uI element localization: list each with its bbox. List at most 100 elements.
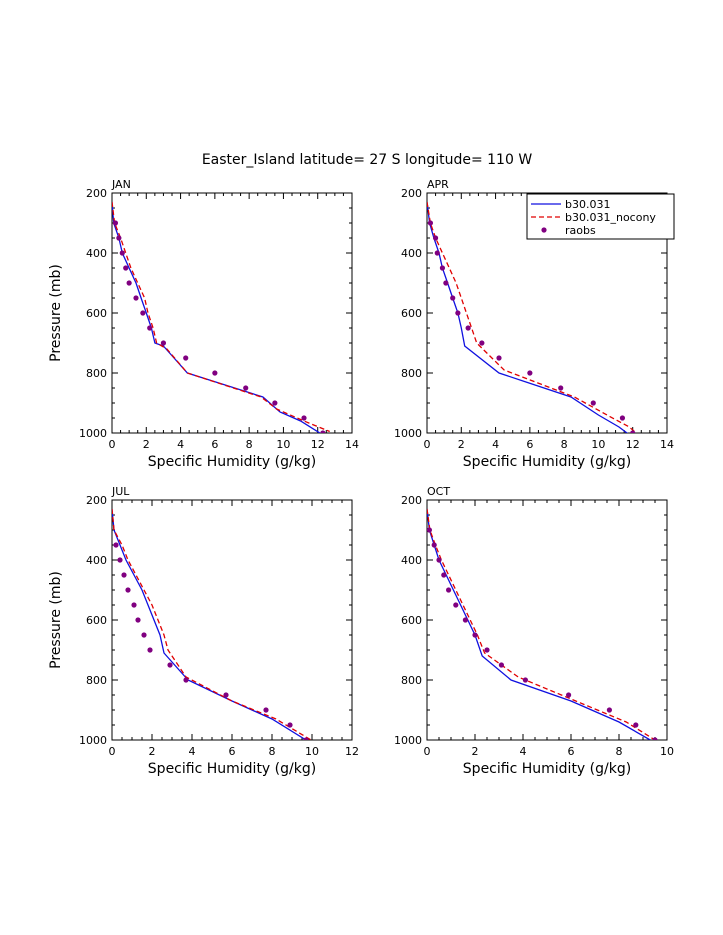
raobs-point (126, 280, 132, 286)
series-group (112, 508, 313, 740)
raobs-point (496, 355, 502, 361)
y-tick-label: 800 (86, 674, 107, 687)
panel-apr: APR 0 2 4 6 8 10 12 14 200 400 600 800 1000 Specific H… (394, 178, 674, 470)
y-tick-label: 400 (401, 554, 422, 567)
x-tick-label: 8 (616, 745, 623, 758)
x-axis-label: Specific Humidity (g/kg) (463, 761, 631, 777)
raobs-point (112, 220, 119, 226)
raobs-point (272, 400, 278, 406)
raobs-point (652, 737, 658, 740)
y-tick-label: 800 (401, 367, 422, 380)
legend-entry: raobs (565, 224, 596, 237)
raobs-point (117, 557, 123, 563)
raobs-point (633, 722, 639, 728)
y-tick-label: 600 (401, 307, 422, 320)
raobs-point (446, 587, 452, 593)
figure-title: Easter_Island latitude= 27 S longitude= … (202, 152, 532, 168)
y-tick-label: 800 (401, 674, 422, 687)
raobs-point (287, 722, 293, 728)
x-tick-label: 6 (211, 438, 218, 451)
raobs-point (125, 587, 131, 593)
y-axis-label: Pressure (mb) (48, 264, 64, 362)
y-tick-label: 600 (86, 614, 107, 627)
x-tick-label: 0 (424, 438, 431, 451)
x-tick-label: 8 (269, 745, 276, 758)
series-group (427, 508, 658, 740)
panel-label: APR (427, 178, 449, 191)
raobs-point (301, 415, 307, 421)
model-line (427, 508, 651, 740)
x-axis-label: Specific Humidity (g/kg) (148, 454, 316, 470)
legend-box (526, 193, 675, 240)
raobs-point (123, 265, 129, 271)
raobs-point (522, 677, 529, 683)
raobs-point (116, 235, 122, 241)
raobs-point (160, 340, 167, 346)
raobs-point (484, 647, 490, 653)
panel-oct: OCT 0 2 4 6 8 10 200 400 600 800 1000 Specific Humid… (394, 485, 674, 777)
x-tick-label: 10 (305, 745, 319, 758)
raobs-point (443, 280, 449, 286)
raobs-point (427, 527, 432, 533)
legend-raobs-marker (541, 227, 547, 233)
y-tick-label: 1000 (79, 734, 107, 747)
y-tick-label: 200 (86, 494, 107, 507)
x-tick-label: 8 (246, 438, 253, 451)
raobs-point (465, 325, 471, 331)
x-tick-label: 10 (660, 745, 674, 758)
raobs-point (462, 617, 468, 623)
x-axis-label: Specific Humidity (g/kg) (463, 454, 631, 470)
x-tick-label: 14 (660, 438, 674, 451)
raobs-point (479, 340, 485, 346)
panel-jan: JAN 0 2 4 6 8 10 12 14 200 400 600 800 1000 Specific H… (48, 178, 359, 470)
raobs-point (441, 572, 447, 578)
x-tick-label: 10 (591, 438, 605, 451)
y-tick-label: 200 (86, 187, 107, 200)
raobs-point (472, 632, 478, 638)
x-axis-label: Specific Humidity (g/kg) (148, 761, 316, 777)
x-tick-label: 10 (276, 438, 290, 451)
raobs-point (223, 692, 229, 698)
y-tick-label: 200 (401, 187, 422, 200)
panel-label: OCT (427, 485, 450, 498)
x-tick-label: 2 (143, 438, 150, 451)
raobs-point (263, 707, 269, 713)
raobs-point (439, 265, 446, 271)
raobs-point (121, 572, 127, 578)
raobs-point (131, 602, 137, 608)
model-line (112, 508, 307, 740)
raobs-point (135, 617, 141, 623)
nocony-line (112, 201, 330, 433)
x-tick-label: 6 (526, 438, 533, 451)
y-tick-label: 1000 (79, 427, 107, 440)
raobs-point (630, 430, 636, 433)
nocony-line (112, 508, 313, 740)
raobs-point (436, 557, 442, 563)
raobs-point (119, 250, 125, 256)
raobs-point (453, 602, 459, 608)
raobs-point (133, 295, 139, 301)
raobs-point (303, 737, 309, 740)
raobs-point (590, 400, 596, 406)
x-tick-label: 14 (345, 438, 359, 451)
y-tick-label: 600 (401, 614, 422, 627)
x-tick-label: 12 (626, 438, 640, 451)
x-tick-label: 12 (311, 438, 325, 451)
raobs-point (606, 707, 613, 713)
raobs-point (427, 220, 434, 226)
y-tick-label: 400 (86, 554, 107, 567)
y-tick-label: 800 (86, 367, 107, 380)
raobs-point (212, 370, 218, 376)
x-tick-label: 0 (424, 745, 431, 758)
panel-label: JUL (111, 485, 130, 498)
panel-label: JAN (111, 178, 131, 191)
series-group (427, 201, 638, 433)
legend-entry: b30.031_nocony (565, 211, 656, 224)
x-tick-label: 4 (177, 438, 184, 451)
raobs-point (450, 295, 456, 301)
model-line (112, 201, 322, 433)
x-tick-label: 0 (109, 745, 116, 758)
x-tick-label: 8 (561, 438, 568, 451)
raobs-point (167, 662, 173, 668)
